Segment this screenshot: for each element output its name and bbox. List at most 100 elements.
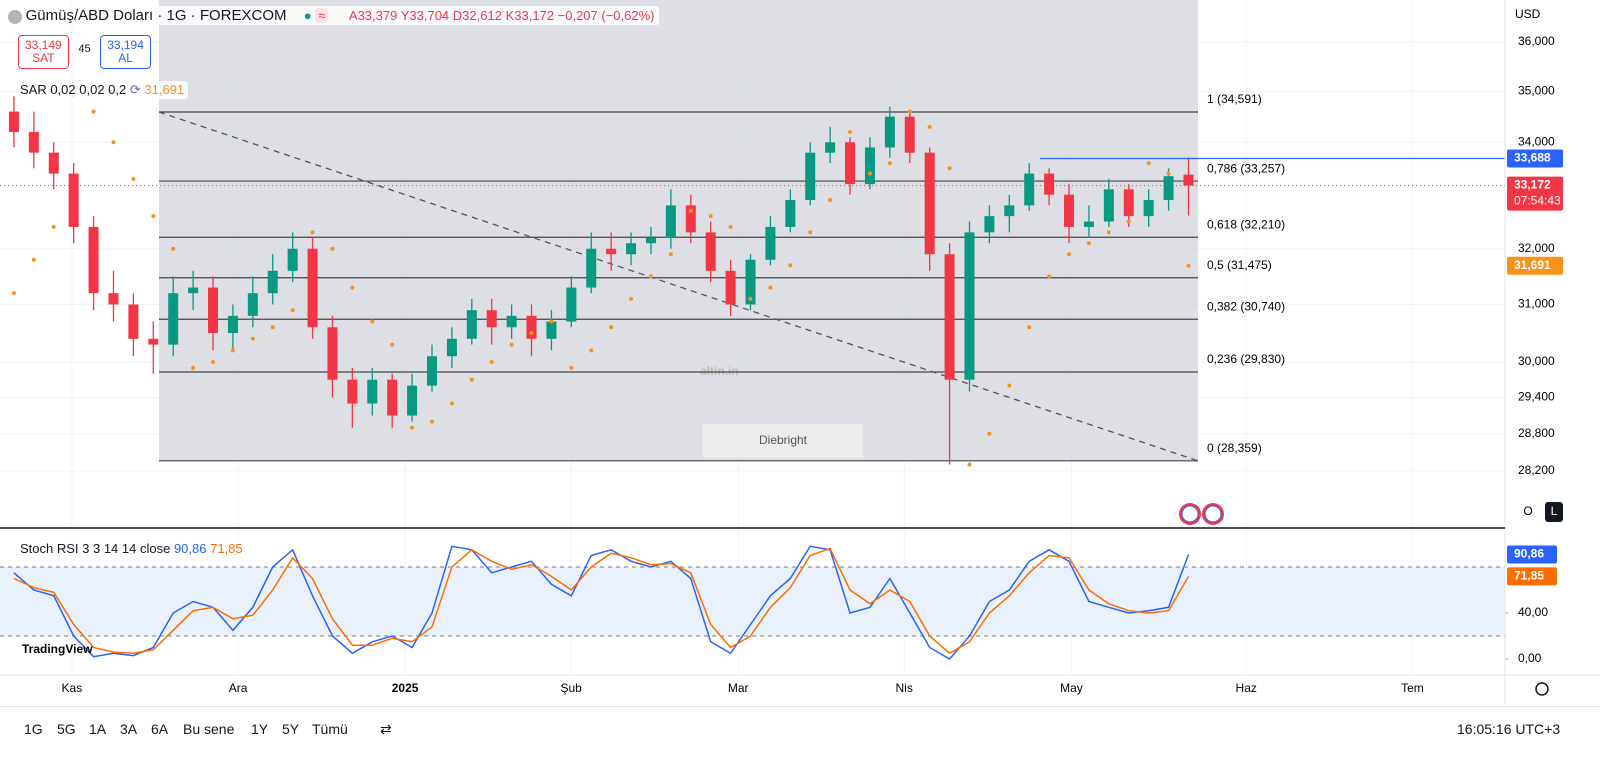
axis-button[interactable]	[1545, 502, 1563, 522]
period-button[interactable]: 5Y	[282, 721, 300, 737]
sar-dot	[171, 246, 176, 251]
candle-body	[1024, 173, 1035, 206]
sar-dot	[489, 360, 494, 365]
candle-body	[108, 293, 119, 305]
axis-button-label[interactable]: O	[1523, 504, 1532, 518]
period-button[interactable]: Tümü	[312, 721, 348, 737]
sell-label[interactable]: SAT	[32, 51, 55, 65]
candle-body	[327, 327, 338, 380]
candle-body	[745, 259, 756, 305]
candle-body	[267, 270, 278, 294]
candle-body	[1004, 205, 1015, 217]
candle-body	[227, 315, 238, 334]
date-range-icon[interactable]: ⇄	[380, 721, 392, 737]
candle-body	[426, 356, 437, 386]
ohlc-close: K33,172	[505, 8, 555, 23]
x-tick-label: Şub	[560, 681, 582, 695]
settings-icon[interactable]	[1535, 682, 1549, 696]
sar-dot	[131, 176, 136, 181]
trade-buttons: 33,149 SAT 45 33,194 AL	[18, 35, 151, 69]
period-button[interactable]: 3A	[120, 721, 138, 737]
y-tick-label: 34,000	[1518, 134, 1555, 148]
buy-price[interactable]: 33,194	[107, 38, 144, 52]
candle-body	[845, 142, 856, 185]
sar-dot	[390, 342, 395, 347]
sar-dot	[1067, 252, 1072, 257]
axis-button[interactable]	[1519, 502, 1537, 522]
candle-body	[924, 152, 935, 255]
stoch-y-tick-label: 0,00	[1518, 651, 1542, 665]
buy-button[interactable]: 33,194 AL	[100, 35, 151, 69]
candle-body	[168, 293, 179, 345]
sar-dot	[310, 230, 315, 235]
candle-body	[1183, 174, 1194, 186]
candle-body	[904, 116, 915, 153]
sell-button[interactable]: 33,149 SAT	[18, 35, 69, 69]
stoch-band	[0, 567, 1505, 637]
candle-body	[1064, 194, 1075, 227]
period-button[interactable]: 1A	[89, 721, 107, 737]
sar-dot	[887, 161, 892, 166]
candle-body	[466, 310, 477, 339]
sar-dot	[788, 263, 793, 268]
candle-body	[188, 287, 199, 294]
fib-zone	[159, 0, 1198, 461]
sar-dot	[947, 166, 952, 171]
candle-body	[526, 315, 537, 339]
y-tick-label: 31,000	[1518, 297, 1555, 311]
period-button[interactable]: Bu sene	[183, 721, 235, 737]
x-tick-label: May	[1060, 681, 1083, 695]
sar-dot	[629, 296, 634, 301]
currency[interactable]: USD	[1515, 7, 1541, 21]
stoch-tag	[1507, 567, 1557, 586]
sar-dot	[509, 342, 514, 347]
candle-body	[685, 205, 696, 233]
sar-dot	[1106, 230, 1111, 235]
period-button[interactable]: 6A	[151, 721, 169, 737]
candle-body	[944, 254, 955, 380]
candle-body	[446, 338, 457, 357]
candle-body	[785, 200, 796, 227]
stoch-line	[13, 547, 1190, 655]
y-tick-label: 36,000	[1518, 34, 1555, 48]
candle-body	[486, 310, 497, 328]
sar-dot	[967, 462, 972, 467]
sar-dot	[429, 419, 434, 424]
stoch-legend: Stoch RSI 3 3 14 14 close 90,86 71,85	[16, 540, 247, 557]
candle-body	[367, 379, 378, 404]
event-flag-inner	[1204, 505, 1222, 523]
ohlc-high: Y33,704	[400, 8, 450, 23]
period-button[interactable]: 1Y	[251, 721, 269, 737]
symbol-title[interactable]: Gümüş/ABD Doları · 1G · FOREXCOM	[25, 7, 287, 24]
status-dot: ●	[303, 8, 312, 23]
x-tick-label: 2025	[392, 681, 419, 695]
sar-dot	[867, 171, 872, 176]
sar-name[interactable]: SAR 0,02 0,02 0,2	[20, 82, 127, 97]
sar-dot	[330, 246, 335, 251]
sell-price[interactable]: 33,149	[25, 38, 62, 52]
sar-dot	[1007, 383, 1012, 388]
sar-dot	[91, 109, 96, 114]
y-tick-label: 35,000	[1518, 84, 1555, 98]
x-tick-label: Tem	[1401, 681, 1424, 695]
stoch-d-value: 71,85	[210, 541, 243, 556]
sar-dot	[907, 109, 912, 114]
sar-dot	[808, 230, 813, 235]
ohlc-open: A33,379	[348, 8, 398, 23]
sar-legend: SAR 0,02 0,02 0,2 ⟳ 31,691	[16, 81, 189, 99]
axis-button-label[interactable]: L	[1551, 504, 1558, 518]
y-tick-label: 30,000	[1518, 354, 1555, 368]
stoch-name[interactable]: Stoch RSI 3 3 14 14 close	[20, 541, 171, 556]
candle-body	[48, 152, 59, 174]
period-button[interactable]: 1G	[24, 721, 43, 737]
sar-dot	[111, 140, 116, 145]
status-icon: ≈	[315, 8, 329, 23]
period-button[interactable]: 5G	[57, 721, 76, 737]
candle-body	[506, 315, 517, 328]
buy-label[interactable]: AL	[118, 51, 133, 65]
candle-body	[407, 385, 418, 416]
chart: altin.in Diebright 1 (34,591) 0,786 (33,257…	[0, 0, 1600, 705]
candle-body	[208, 287, 219, 334]
candle-body	[765, 226, 776, 260]
